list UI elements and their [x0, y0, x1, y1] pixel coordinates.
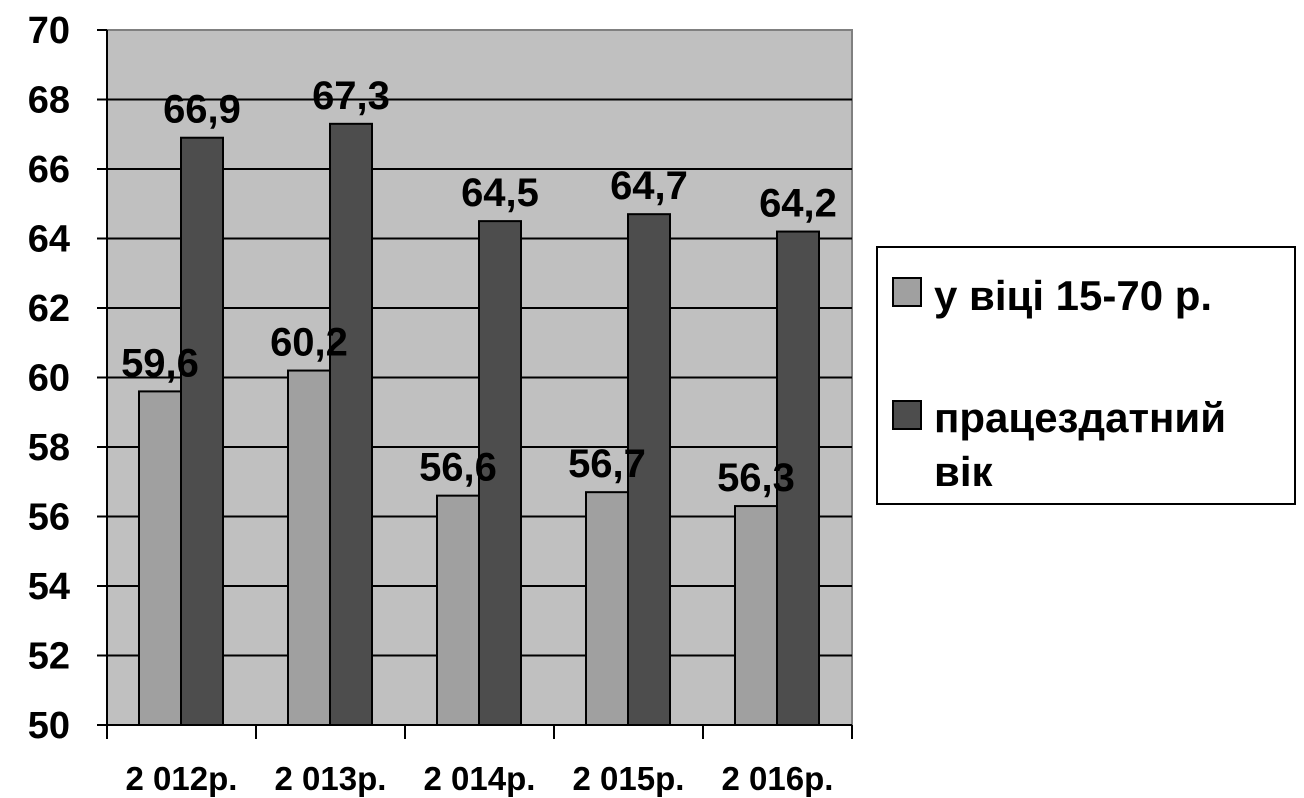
- bar-series-2-4: [627, 213, 671, 727]
- y-tick-label: 66: [28, 149, 70, 191]
- y-tick-label: 70: [28, 10, 70, 52]
- bars: [138, 122, 820, 727]
- legend-box: [876, 246, 1296, 505]
- bar-series-1-5: [734, 505, 778, 727]
- data-label-series-1-4: 56,7: [568, 442, 646, 486]
- y-tick-label: 50: [28, 705, 70, 747]
- data-label-series-1-5: 56,3: [717, 456, 795, 500]
- bar-series-2-2: [329, 122, 373, 726]
- data-label-series-2-2: 67,3: [312, 74, 390, 118]
- x-tick-label: 2 013р.: [275, 760, 387, 797]
- data-label-series-2-4: 64,7: [610, 164, 688, 208]
- legend-label-series-1: у віці 15-70 р.: [934, 272, 1212, 319]
- y-tick-label: 64: [28, 219, 70, 261]
- data-label-series-1-2: 60,2: [270, 321, 348, 365]
- x-tick-label: 2 015р.: [573, 760, 685, 797]
- x-tick-label: 2 014р.: [424, 760, 536, 797]
- y-tick-label: 52: [28, 636, 70, 678]
- y-tick-label: 54: [28, 566, 70, 608]
- y-tick-label: 60: [28, 358, 70, 400]
- x-axis-ticks: 2 012р. 2 013р. 2 014р. 2 015р. 2 016р.: [106, 725, 853, 797]
- y-tick-label: 56: [28, 497, 70, 539]
- legend-swatch-series-1: [892, 277, 922, 307]
- y-axis-ticks: 50 52 54 56 58 60 62 64 66 68 70: [28, 10, 107, 747]
- data-label-series-2-3: 64,5: [461, 171, 539, 215]
- bar-series-1-4: [585, 491, 629, 726]
- bar-series-2-1: [180, 136, 224, 727]
- x-tick-label: 2 016р.: [722, 760, 834, 797]
- bar-series-2-3: [478, 220, 522, 726]
- data-label-series-1-3: 56,6: [419, 446, 497, 490]
- bar-series-1-1: [138, 390, 182, 726]
- y-tick-label: 68: [28, 80, 70, 122]
- legend-swatch-series-2: [892, 400, 922, 430]
- bar-series-2-5: [776, 230, 820, 727]
- legend-label-series-2-line-2: вік: [934, 448, 993, 495]
- legend: у віці 15-70 р. працездатний вік: [876, 246, 1296, 505]
- y-tick-label: 62: [28, 288, 70, 330]
- y-tick-label: 58: [28, 427, 70, 469]
- bar-series-1-3: [436, 494, 480, 726]
- bar-series-1-2: [287, 369, 331, 726]
- data-label-series-1-1: 59,6: [121, 341, 199, 385]
- data-label-series-2-1: 66,9: [163, 88, 241, 132]
- legend-label-series-2-line-1: працездатний: [934, 394, 1226, 441]
- data-label-series-2-5: 64,2: [759, 182, 837, 226]
- x-tick-label: 2 012р.: [126, 760, 238, 797]
- data-labels: 59,6 66,9 60,2 67,3 56,6 64,5 56,7 64,7 56,3 64,2: [121, 74, 837, 500]
